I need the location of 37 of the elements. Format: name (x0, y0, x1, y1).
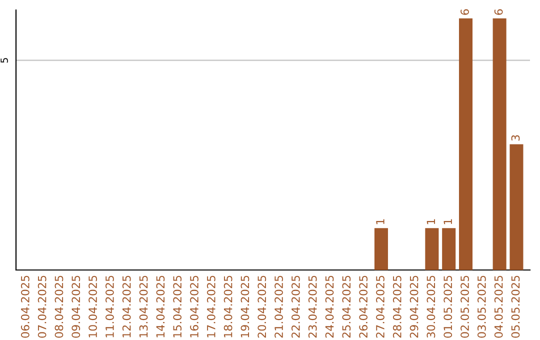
x-tick-label: 08.04.2025 (54, 276, 64, 338)
x-tick-label: 30.04.2025 (426, 276, 436, 338)
x-tick-label: 03.05.2025 (477, 276, 486, 338)
x-tick-label: 13.04.2025 (139, 276, 148, 338)
x-tick-label: 18.04.2025 (224, 276, 232, 338)
data-label: 1 (444, 219, 452, 224)
data-label: 3 (511, 135, 520, 141)
x-tick-label: 01.05.2025 (444, 276, 452, 338)
x-tick-label: 15.04.2025 (173, 276, 182, 338)
x-tick-label: 11.04.2025 (106, 276, 114, 338)
x-tick-label: 06.04.2025 (20, 276, 30, 338)
x-tick-label: 12.04.2025 (122, 276, 131, 338)
x-tick-label: 25.04.2025 (342, 276, 351, 338)
x-tick-label: 20.04.2025 (258, 276, 266, 338)
data-label: 1 (376, 219, 384, 224)
x-tick-label: 21.04.2025 (274, 276, 283, 338)
x-tick-label: 23.04.2025 (308, 276, 317, 338)
x-tick-label: 07.04.2025 (38, 276, 46, 338)
x-tick-label: 17.04.2025 (206, 276, 216, 338)
x-tick-label: 05.05.2025 (511, 276, 520, 338)
x-tick-label: 16.04.2025 (190, 276, 198, 338)
data-label: 1 (426, 219, 435, 224)
data-label: 6 (494, 9, 503, 15)
x-tick-label: 24.04.2025 (325, 276, 334, 338)
x-tick-label: 22.04.2025 (291, 276, 300, 338)
x-tick-label: 09.04.2025 (72, 276, 80, 338)
x-tick-label: 10.04.2025 (88, 276, 97, 338)
x-tick-label: 26.04.2025 (359, 276, 368, 338)
ref-line-label: 5 (0, 58, 8, 63)
x-tick-label: 14.04.2025 (156, 276, 165, 338)
x-tick-label: 28.04.2025 (392, 276, 402, 338)
data-label: 6 (460, 9, 469, 15)
x-tick-label: 27.04.2025 (376, 276, 384, 338)
x-tick-label: 19.04.2025 (240, 276, 250, 338)
x-tick-label: 04.05.2025 (494, 276, 503, 338)
x-tick-label: 29.04.2025 (410, 276, 418, 338)
x-tick-label: 02.05.2025 (460, 276, 469, 338)
